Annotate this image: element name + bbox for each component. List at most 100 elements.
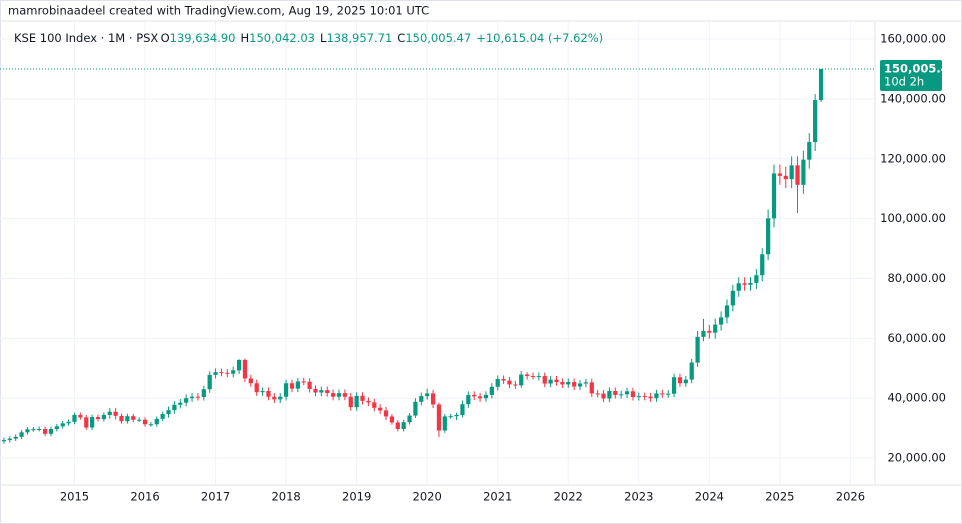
candle-body bbox=[760, 254, 765, 276]
candle-body bbox=[742, 283, 747, 285]
candle-body bbox=[454, 414, 459, 417]
y-tick-label: 160,000.00 bbox=[880, 32, 946, 46]
x-tick-label: 2015 bbox=[60, 490, 89, 504]
candle-body bbox=[154, 418, 159, 425]
candle-body bbox=[501, 379, 506, 381]
candle-body bbox=[37, 429, 42, 431]
y-tick-label: 60,000.00 bbox=[887, 331, 946, 345]
candle-body bbox=[84, 417, 89, 428]
candle-body bbox=[519, 374, 524, 386]
open-key: O bbox=[161, 31, 170, 45]
candle-body bbox=[137, 419, 142, 421]
candle-body bbox=[507, 380, 512, 385]
candle-body bbox=[78, 414, 83, 418]
candle-body bbox=[583, 382, 589, 384]
candle-body bbox=[413, 401, 418, 416]
candle-body bbox=[530, 376, 536, 378]
x-tick-label: 2026 bbox=[836, 490, 865, 504]
candle-body bbox=[436, 404, 442, 431]
candle-body bbox=[430, 393, 436, 405]
candle-body bbox=[301, 381, 306, 383]
candle-body bbox=[25, 429, 30, 433]
candle-body bbox=[513, 384, 518, 386]
candle-body bbox=[718, 317, 724, 325]
candle-body bbox=[31, 429, 36, 431]
candle-body bbox=[272, 396, 277, 400]
candle-body bbox=[125, 416, 130, 422]
candle-body bbox=[601, 393, 606, 399]
candle-body bbox=[213, 372, 218, 375]
candle-body bbox=[624, 391, 630, 395]
close-value: 150,005.47 bbox=[405, 31, 471, 45]
candle-body bbox=[771, 173, 777, 219]
candle-body bbox=[184, 398, 189, 403]
candle-body bbox=[131, 416, 136, 420]
candle-body bbox=[795, 165, 800, 185]
candle-body bbox=[713, 324, 718, 333]
candle-body bbox=[348, 396, 353, 408]
candle-body bbox=[242, 359, 248, 379]
axes: 20,000.00 40,000.00 60,000.00 80,000.00 100,… bbox=[0, 32, 957, 504]
candle-body bbox=[48, 429, 54, 434]
candle-body bbox=[595, 393, 600, 395]
candle-body bbox=[777, 173, 783, 176]
candle-body bbox=[818, 68, 824, 101]
x-tick-label: 2017 bbox=[201, 490, 230, 504]
candle-body bbox=[566, 382, 571, 385]
symbol: KSE 100 Index · 1M · PSX bbox=[14, 31, 158, 45]
candle-body bbox=[495, 379, 500, 387]
candle-body bbox=[654, 393, 659, 399]
candle-body bbox=[207, 374, 212, 390]
candle-body bbox=[419, 396, 424, 402]
candle-body bbox=[754, 275, 759, 283]
candle-body bbox=[783, 175, 788, 180]
candle-body bbox=[260, 391, 265, 393]
grid bbox=[0, 22, 875, 485]
candle-body bbox=[801, 159, 806, 185]
candle-body bbox=[724, 305, 730, 318]
open-value: 139,634.90 bbox=[170, 31, 236, 45]
candle-body bbox=[195, 396, 201, 398]
candle-body bbox=[695, 336, 700, 363]
candle-body bbox=[407, 415, 412, 423]
candle-body bbox=[13, 436, 18, 439]
candle-body bbox=[642, 396, 647, 398]
candle-body bbox=[689, 362, 694, 380]
candle-body bbox=[736, 283, 741, 291]
candle-body bbox=[248, 378, 253, 384]
candle-body bbox=[548, 379, 553, 384]
candle-body bbox=[395, 422, 400, 430]
candle-body bbox=[360, 395, 365, 401]
x-tick-label: 2025 bbox=[765, 490, 794, 504]
candle-body bbox=[236, 359, 242, 371]
candle-body bbox=[254, 383, 259, 393]
legend: KSE 100 Index · 1M · PSX O139,634.90 H150,… bbox=[14, 31, 603, 45]
candle-body bbox=[813, 100, 818, 143]
low-value: 138,957.71 bbox=[326, 31, 392, 45]
y-tick-label: 20,000.00 bbox=[887, 451, 946, 465]
candle-body bbox=[319, 390, 324, 393]
candle-body bbox=[148, 424, 154, 426]
candle-body bbox=[630, 391, 636, 398]
close-key: C bbox=[397, 31, 405, 45]
candle-body bbox=[460, 404, 465, 415]
candle-body bbox=[466, 394, 471, 405]
y-tick-label: 120,000.00 bbox=[880, 151, 946, 165]
candle-body bbox=[72, 414, 77, 422]
candle-body bbox=[730, 290, 735, 306]
candle-body bbox=[166, 410, 171, 415]
candle-body bbox=[313, 388, 318, 393]
candle-body bbox=[389, 416, 395, 423]
candle-body bbox=[707, 330, 712, 333]
candle-body bbox=[19, 432, 24, 437]
candle-body bbox=[472, 394, 477, 397]
candle-body bbox=[178, 402, 183, 405]
candle-body bbox=[425, 393, 430, 397]
candle-body bbox=[101, 414, 106, 420]
candle-body bbox=[231, 370, 236, 374]
candle-body bbox=[560, 382, 565, 385]
candle-body bbox=[354, 395, 359, 408]
candle-body bbox=[807, 142, 812, 160]
candle-body bbox=[336, 393, 342, 397]
candle-body bbox=[172, 404, 177, 411]
